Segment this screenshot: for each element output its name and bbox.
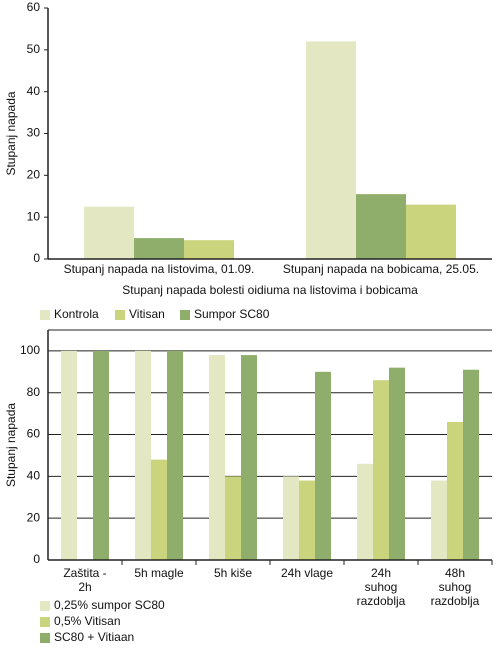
x-tick-label: Stupanj napada na listovima, 01.09. (63, 262, 255, 276)
legend-swatch (115, 310, 125, 320)
x-tick-label: Stupanj napada na bobicama, 25.05. (282, 262, 480, 276)
bar (356, 194, 406, 259)
bar (447, 422, 463, 560)
bar (373, 380, 389, 560)
y-tick-label: 60 (27, 0, 41, 14)
y-tick-label: 40 (27, 84, 41, 98)
bar (151, 459, 167, 560)
bar (299, 480, 315, 560)
bar (431, 480, 447, 560)
y-tick-label: 100 (20, 343, 40, 357)
y-axis-label: Stupanj napada (4, 91, 18, 175)
legend-label: 0,5% Vitisan (54, 614, 121, 628)
legend-label: Kontrola (54, 307, 99, 321)
bar (134, 238, 184, 259)
bar (315, 371, 331, 560)
y-tick-label: 50 (27, 42, 41, 56)
y-tick-label: 0 (33, 552, 40, 566)
legend-label: Sumpor SC80 (194, 307, 270, 321)
bar (209, 355, 225, 560)
legend-swatch (40, 617, 50, 627)
bar (406, 204, 456, 259)
x-tick-label: 24h vlage (280, 566, 334, 580)
x-tick-label: 24h suhog razdoblja (356, 566, 406, 608)
bar (184, 240, 234, 259)
bar (93, 350, 109, 560)
y-tick-label: 80 (27, 385, 41, 399)
y-tick-label: 20 (27, 510, 41, 524)
legend-swatch (40, 310, 50, 320)
y-tick-label: 60 (27, 427, 41, 441)
x-tick-label: 5h magle (134, 566, 184, 580)
bar (306, 41, 356, 259)
bar (463, 369, 479, 560)
y-tick-label: 30 (27, 126, 41, 140)
legend-swatch (40, 601, 50, 611)
bar (135, 350, 151, 560)
bar (389, 367, 405, 560)
bar (84, 206, 134, 259)
legend-swatch (40, 633, 50, 643)
y-tick-label: 40 (27, 469, 41, 483)
x-tick-label: Zaštita - 2h (63, 566, 107, 594)
y-axis-label: Stupanj napada (4, 403, 18, 487)
bar (357, 463, 373, 560)
x-tick-label: 5h kiše (213, 566, 253, 580)
legend-label: 0,25% sumpor SC80 (54, 598, 165, 612)
bar (225, 476, 241, 560)
y-tick-label: 10 (27, 209, 41, 223)
legend-swatch (180, 310, 190, 320)
bar (283, 476, 299, 560)
x-axis-label: Stupanj napada bolesti oidiuma na listov… (122, 283, 418, 297)
x-tick-label: 48h suhog razdoblja (430, 566, 480, 608)
y-tick-label: 0 (33, 251, 40, 265)
y-tick-label: 20 (27, 168, 41, 182)
legend-label: Vitisan (129, 307, 165, 321)
bar (241, 355, 257, 560)
legend-label: SC80 + Vitiaan (54, 630, 134, 644)
bar (167, 350, 183, 560)
bar (61, 350, 77, 560)
